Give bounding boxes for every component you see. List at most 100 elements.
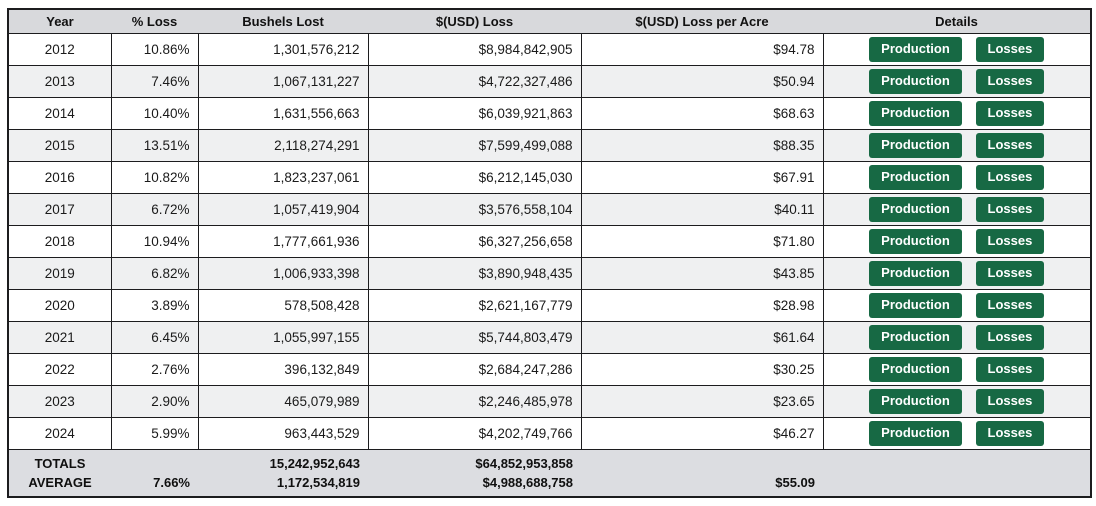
pct-loss-cell: 7.46% <box>110 65 199 98</box>
details-cell: Production Losses <box>822 129 1092 162</box>
average-row: AVERAGE 7.66% 1,172,534,819 $4,988,688,7… <box>8 473 1091 497</box>
annual-crop-loss-table: Year % Loss Bushels Lost $(USD) Loss $(U… <box>7 8 1092 498</box>
production-button[interactable]: Production <box>869 325 962 350</box>
production-button[interactable]: Production <box>869 101 962 126</box>
losses-button[interactable]: Losses <box>975 69 1045 94</box>
col-header-usd-loss-per-acre: $(USD) Loss per Acre <box>581 9 823 34</box>
table-row: 2024 5.99% 963,443,529 $4,202,749,766 $4… <box>7 417 1092 450</box>
table-footer: TOTALS 15,242,952,643 $64,852,953,858 AV… <box>8 449 1091 497</box>
pct-loss-cell: 10.86% <box>110 33 199 66</box>
production-button[interactable]: Production <box>869 197 962 222</box>
totals-usd-loss: $64,852,953,858 <box>368 449 581 473</box>
usd-loss-cell: $6,039,921,863 <box>367 97 582 130</box>
details-cell: Production Losses <box>822 353 1092 386</box>
usd-loss-per-acre-cell: $28.98 <box>580 289 824 322</box>
losses-button[interactable]: Losses <box>975 261 1045 286</box>
col-header-year: Year <box>8 9 111 34</box>
losses-button[interactable]: Losses <box>975 389 1045 414</box>
table-row: 2021 6.45% 1,055,997,155 $5,744,803,479 … <box>7 321 1092 354</box>
production-button[interactable]: Production <box>869 389 962 414</box>
losses-button[interactable]: Losses <box>975 293 1045 318</box>
table-row: 2019 6.82% 1,006,933,398 $3,890,948,435 … <box>7 257 1092 290</box>
usd-loss-cell: $5,744,803,479 <box>367 321 582 354</box>
losses-button[interactable]: Losses <box>975 197 1045 222</box>
totals-row: TOTALS 15,242,952,643 $64,852,953,858 <box>8 449 1091 473</box>
losses-button[interactable]: Losses <box>975 133 1045 158</box>
table-row: 2015 13.51% 2,118,274,291 $7,599,499,088… <box>7 129 1092 162</box>
usd-loss-per-acre-cell: $40.11 <box>580 193 824 226</box>
usd-loss-per-acre-cell: $71.80 <box>580 225 824 258</box>
details-cell: Production Losses <box>822 161 1092 194</box>
bushels-lost-cell: 1,631,556,663 <box>197 97 369 130</box>
header-row: Year % Loss Bushels Lost $(USD) Loss $(U… <box>8 9 1091 34</box>
average-usd-loss-per-acre: $55.09 <box>775 475 815 490</box>
production-button[interactable]: Production <box>869 165 962 190</box>
average-pct-loss: 7.66% <box>153 475 190 490</box>
table-row: 2012 10.86% 1,301,576,212 $8,984,842,905… <box>7 33 1092 66</box>
usd-loss-cell: $6,212,145,030 <box>367 161 582 194</box>
pct-loss-cell: 2.90% <box>110 385 199 418</box>
bushels-lost-cell: 1,067,131,227 <box>197 65 369 98</box>
year-cell: 2024 <box>7 417 112 450</box>
usd-loss-cell: $3,576,558,104 <box>367 193 582 226</box>
details-cell: Production Losses <box>822 417 1092 450</box>
pct-loss-cell: 10.40% <box>110 97 199 130</box>
usd-loss-per-acre-cell: $43.85 <box>580 257 824 290</box>
losses-button[interactable]: Losses <box>975 37 1045 62</box>
bushels-lost-cell: 1,301,576,212 <box>197 33 369 66</box>
usd-loss-cell: $4,202,749,766 <box>367 417 582 450</box>
bushels-lost-cell: 1,777,661,936 <box>197 225 369 258</box>
average-bushels-lost: 1,172,534,819 <box>276 475 360 490</box>
usd-loss-cell: $3,890,948,435 <box>367 257 582 290</box>
year-cell: 2017 <box>7 193 112 226</box>
production-button[interactable]: Production <box>869 229 962 254</box>
col-header-details: Details <box>823 9 1091 34</box>
usd-loss-per-acre-cell: $61.64 <box>580 321 824 354</box>
losses-button[interactable]: Losses <box>975 165 1045 190</box>
production-button[interactable]: Production <box>869 69 962 94</box>
bushels-lost-cell: 1,055,997,155 <box>197 321 369 354</box>
col-header-pct-loss: % Loss <box>111 9 198 34</box>
usd-loss-per-acre-cell: $46.27 <box>580 417 824 450</box>
losses-button[interactable]: Losses <box>975 357 1045 382</box>
bushels-lost-cell: 465,079,989 <box>197 385 369 418</box>
losses-button[interactable]: Losses <box>975 325 1045 350</box>
production-button[interactable]: Production <box>869 37 962 62</box>
table-row: 2023 2.90% 465,079,989 $2,246,485,978 $2… <box>7 385 1092 418</box>
details-cell: Production Losses <box>822 65 1092 98</box>
details-cell: Production Losses <box>822 321 1092 354</box>
usd-loss-cell: $2,621,167,779 <box>367 289 582 322</box>
production-button[interactable]: Production <box>869 421 962 446</box>
year-cell: 2012 <box>7 33 112 66</box>
production-button[interactable]: Production <box>869 261 962 286</box>
year-cell: 2014 <box>7 97 112 130</box>
losses-button[interactable]: Losses <box>975 229 1045 254</box>
year-cell: 2021 <box>7 321 112 354</box>
production-button[interactable]: Production <box>869 357 962 382</box>
usd-loss-cell: $2,684,247,286 <box>367 353 582 386</box>
production-button[interactable]: Production <box>869 293 962 318</box>
production-button[interactable]: Production <box>869 133 962 158</box>
details-cell: Production Losses <box>822 225 1092 258</box>
losses-button[interactable]: Losses <box>975 101 1045 126</box>
pct-loss-cell: 10.94% <box>110 225 199 258</box>
totals-usd-loss-per-acre <box>581 449 823 473</box>
pct-loss-cell: 3.89% <box>110 289 199 322</box>
pct-loss-cell: 6.45% <box>110 321 199 354</box>
details-cell: Production Losses <box>822 97 1092 130</box>
year-cell: 2022 <box>7 353 112 386</box>
usd-loss-per-acre-cell: $88.35 <box>580 129 824 162</box>
pct-loss-cell: 2.76% <box>110 353 199 386</box>
details-cell: Production Losses <box>822 385 1092 418</box>
pct-loss-cell: 6.82% <box>110 257 199 290</box>
average-details <box>823 473 1091 497</box>
usd-loss-cell: $6,327,256,658 <box>367 225 582 258</box>
usd-loss-per-acre-cell: $68.63 <box>580 97 824 130</box>
table-row: 2022 2.76% 396,132,849 $2,684,247,286 $3… <box>7 353 1092 386</box>
losses-button[interactable]: Losses <box>975 421 1045 446</box>
usd-loss-cell: $8,984,842,905 <box>367 33 582 66</box>
year-cell: 2018 <box>7 225 112 258</box>
usd-loss-per-acre-cell: $67.91 <box>580 161 824 194</box>
totals-bushels-lost: 15,242,952,643 <box>198 449 368 473</box>
